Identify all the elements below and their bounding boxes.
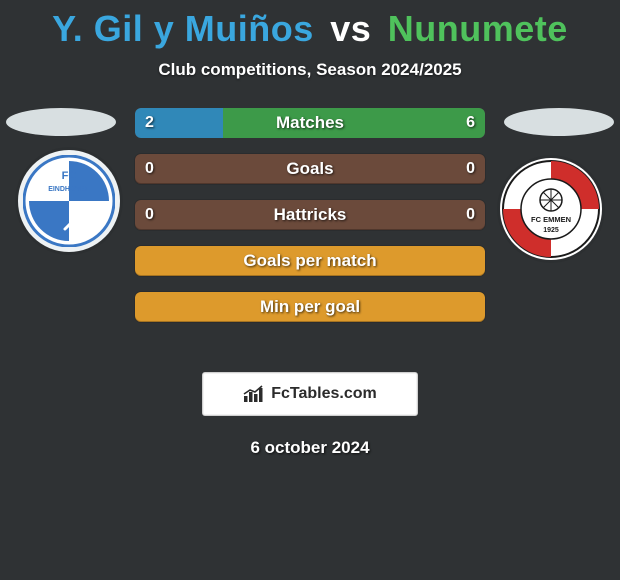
player1-name: Y. Gil y Muiños [52,8,314,49]
stat-right-value: 0 [466,206,475,224]
stat-left-value: 2 [145,114,154,132]
player2-name: Nunumete [388,8,568,49]
stat-bar: 0 0 Goals [135,154,485,184]
stat-bar: 0 0 Hattricks [135,200,485,230]
right-team-oval [504,108,614,136]
stat-left-value: 0 [145,160,154,178]
comparison-title: Y. Gil y Muiños vs Nunumete [0,0,620,50]
stat-right-value: 0 [466,160,475,178]
svg-text:FC EMMEN: FC EMMEN [531,215,571,224]
comparison-subtitle: Club competitions, Season 2024/2025 [0,60,620,80]
stat-left-value: 0 [145,206,154,224]
svg-text:EINDHOVEN: EINDHOVEN [48,186,90,193]
svg-text:1925: 1925 [543,227,559,234]
svg-text:FC: FC [62,170,77,182]
left-team-crest: FC EINDHOVEN [18,150,120,252]
brand-text: FcTables.com [271,385,377,403]
fc-eindhoven-crest-icon: FC EINDHOVEN [23,155,115,247]
comparison-panel: FC EINDHOVEN FC EMMEN 1925 2 6 Matches 0 0 Go… [0,108,620,368]
stat-bars: 2 6 Matches 0 0 Goals 0 0 Hattricks Goals per mat… [135,108,485,338]
stat-bar: Goals per match [135,246,485,276]
stat-label: Matches [276,113,344,133]
stat-bar: Min per goal [135,292,485,322]
chart-icon [243,385,265,403]
left-team-oval [6,108,116,136]
snapshot-date: 6 october 2024 [0,438,620,458]
stat-label: Hattricks [274,205,347,225]
stat-bar: 2 6 Matches [135,108,485,138]
stat-right-value: 6 [466,114,475,132]
vs-separator: vs [330,8,371,49]
stat-label: Goals [286,159,333,179]
stat-label: Min per goal [260,297,360,317]
brand-box[interactable]: FcTables.com [202,372,418,416]
stat-label: Goals per match [243,251,376,271]
fc-emmen-crest-icon: FC EMMEN 1925 [502,160,600,258]
right-team-crest: FC EMMEN 1925 [500,158,602,260]
